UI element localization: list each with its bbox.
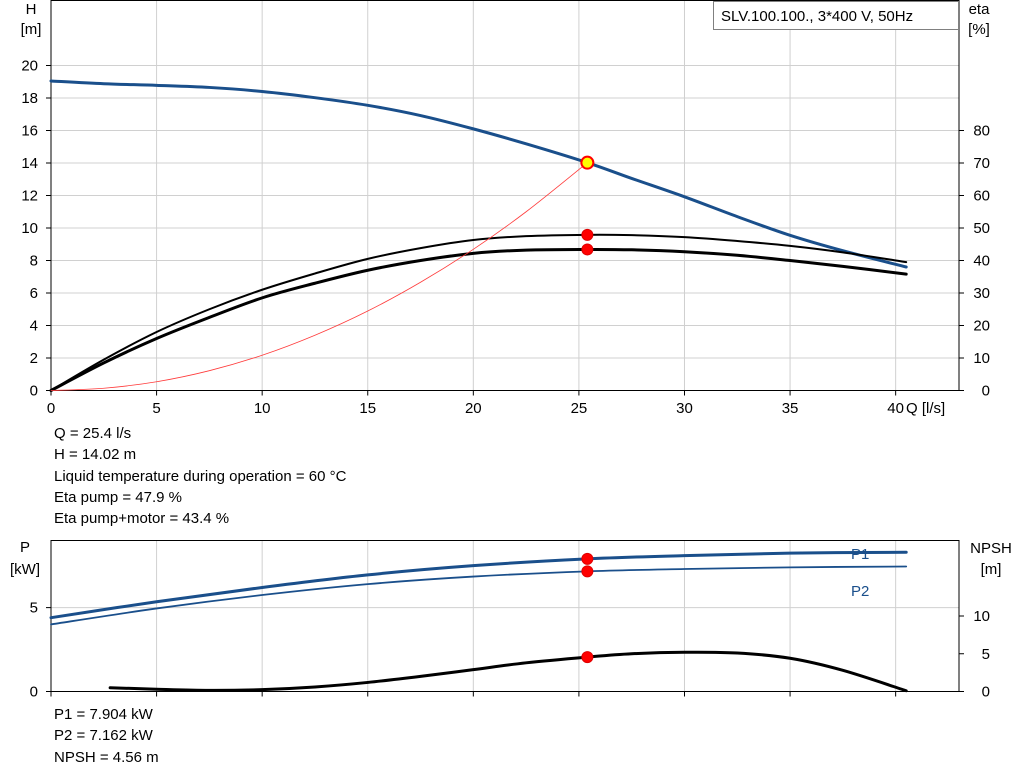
top-y-left-tick-label: 0	[30, 383, 38, 400]
x-tick-label: 20	[465, 400, 482, 417]
info-p2: P2 = 7.162 kW	[54, 727, 153, 745]
top-y-left-label-line2: [m]	[21, 21, 42, 38]
top-y-left-tick-label: 16	[21, 123, 38, 140]
legend-p2: P2	[851, 583, 869, 600]
operating-point-info: Q = 25.4 l/s H = 14.02 m Liquid temperat…	[54, 423, 346, 529]
top-y-right-tick-label: 10	[973, 350, 990, 367]
info-head: H = 14.02 m	[54, 446, 137, 464]
legend-p1: P1	[851, 546, 869, 563]
operating-point-marker	[581, 552, 594, 565]
top-y-left-tick-label: 6	[30, 285, 38, 302]
top-y-right-tick-label: 30	[973, 285, 990, 302]
top-y-left-tick-label: 2	[30, 350, 38, 367]
bottom-y-right-tick-label: 0	[982, 684, 990, 701]
top-y-left-tick-label: 20	[21, 58, 38, 75]
top-y-right-tick-label: 50	[973, 220, 990, 237]
power-info: P1 = 7.904 kW P2 = 7.162 kW NPSH = 4.56 …	[54, 704, 159, 768]
x-tick-label: 35	[782, 400, 799, 417]
top-y-right-tick-label: 0	[982, 383, 990, 400]
bottom-y-left-label-line1: P	[20, 539, 30, 556]
x-tick-label: 25	[571, 400, 588, 417]
chart-title: SLV.100.100., 3*400 V, 50Hz	[721, 8, 913, 25]
top-y-right-tick-label: 20	[973, 318, 990, 335]
top-y-left-tick-label: 12	[21, 188, 38, 205]
info-flow: Q = 25.4 l/s	[54, 425, 132, 442]
bottom-y-right-tick-label: 5	[982, 646, 990, 663]
operating-point-marker	[581, 565, 594, 578]
eta_pump-curve	[50, 233, 908, 392]
x-tick-label: 15	[359, 400, 376, 417]
bottom-y-right-label-line2: [m]	[981, 561, 1002, 578]
bottom-y-left-tick-label: 5	[30, 600, 38, 617]
top-y-right-tick-label: 60	[973, 188, 990, 205]
top-y-right-tick-label: 80	[973, 123, 990, 140]
top-y-left-tick-label: 8	[30, 253, 38, 270]
bottom-y-left-tick-label: 0	[30, 684, 38, 701]
operating-point-marker	[581, 243, 594, 256]
bottom-y-right-label-line1: NPSH	[970, 540, 1012, 557]
system-curve	[50, 162, 588, 391]
top-y-left-tick-label: 4	[30, 318, 38, 335]
info-eta-pump-motor: Eta pump+motor = 43.4 %	[54, 510, 230, 528]
p2-curve	[50, 565, 908, 626]
x-tick-label: 40	[887, 400, 904, 417]
top-x-axis-label: Q [l/s]	[906, 400, 945, 417]
operating-point-marker	[581, 651, 594, 664]
x-tick-label: 5	[152, 400, 160, 417]
bottom-y-left-label-line2: [kW]	[10, 561, 40, 578]
npsh-curve	[108, 650, 908, 693]
x-tick-label: 10	[254, 400, 271, 417]
bottom-y-right-tick-label: 10	[973, 608, 990, 625]
info-eta-pump: Eta pump = 47.9 %	[54, 488, 182, 506]
eta_pump_motor-curve	[49, 247, 908, 392]
x-tick-label: 0	[47, 400, 55, 417]
chart-title-box	[713, 1, 959, 30]
x-tick-label: 30	[676, 400, 693, 417]
info-p1: P1 = 7.904 kW	[54, 706, 153, 723]
h-curve	[49, 79, 908, 269]
top-y-right-tick-label: 40	[973, 253, 990, 270]
top-y-right-label-line1: eta	[969, 1, 991, 18]
info-liquid-temperature: Liquid temperature during operation = 60…	[54, 467, 347, 485]
top-y-right-tick-label: 70	[973, 155, 990, 172]
top-y-right-label-line2: [%]	[968, 21, 990, 38]
operating-point-marker	[581, 228, 594, 241]
p1-curve	[49, 550, 908, 620]
top-y-left-tick-label: 10	[21, 220, 38, 237]
duty-point-marker	[580, 155, 595, 170]
info-npsh: NPSH = 4.56 m	[54, 748, 159, 766]
top-y-left-tick-label: 18	[21, 90, 38, 107]
top-y-left-tick-label: 14	[21, 155, 38, 172]
top-y-left-label-line1: H	[26, 1, 37, 18]
